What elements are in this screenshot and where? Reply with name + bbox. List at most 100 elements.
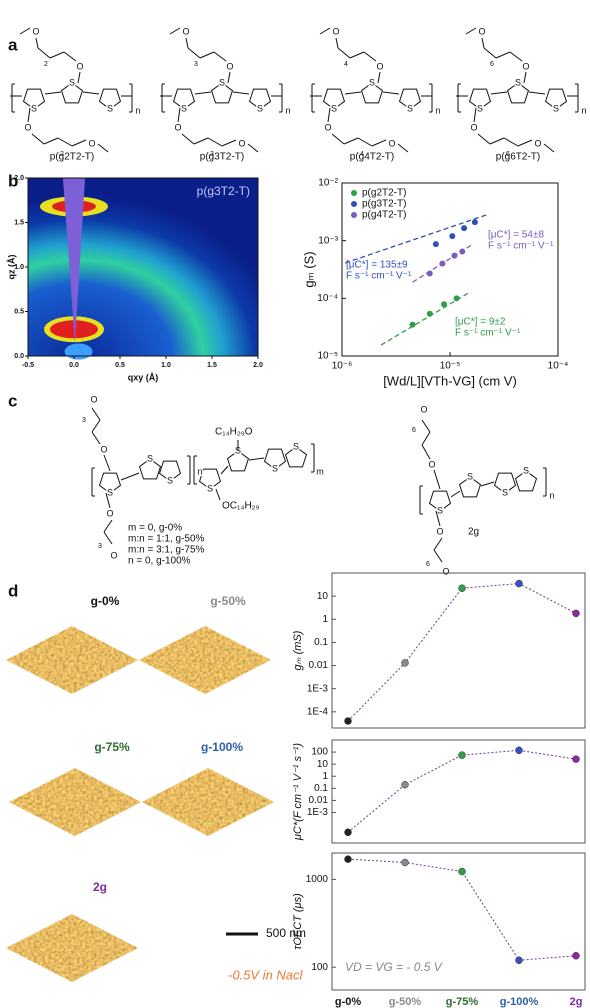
bond: [358, 138, 372, 146]
y-tick-label: 10: [317, 591, 329, 602]
y-axis-label: gₘ (S): [301, 251, 316, 287]
data-point: [427, 311, 433, 317]
y-tick-label: 0.01: [309, 795, 329, 806]
bond: [344, 138, 358, 144]
data-point: [516, 957, 523, 964]
atom-label: S: [331, 103, 337, 113]
bond: [490, 138, 504, 144]
bond: [484, 48, 496, 58]
atom-label: S: [219, 77, 225, 87]
bond: [78, 72, 80, 83]
atom-label: S: [69, 77, 75, 87]
afm-label: g-75%: [94, 740, 130, 754]
y-tick-label: 1E-3: [307, 683, 329, 694]
bond: [482, 38, 484, 48]
bond: [338, 48, 350, 58]
x-tick-label: -0.5: [22, 362, 34, 369]
x-tick-label: 2g: [570, 996, 583, 1008]
y-tick-label: 10⁻⁵: [317, 351, 338, 362]
afm-surface: [139, 626, 271, 694]
atom-label: S: [407, 103, 413, 113]
data-point: [402, 781, 409, 788]
atom-label: O: [90, 394, 97, 404]
x-tick-label: 0.0: [69, 362, 79, 369]
bond: [422, 420, 430, 432]
afm-surface: [9, 768, 141, 836]
data-point: [472, 219, 478, 225]
y-tick-label: 0.0: [14, 353, 24, 360]
bond: [44, 138, 58, 144]
atom-label: O: [388, 138, 395, 148]
data-point: [573, 610, 580, 617]
data-point: [459, 248, 465, 254]
data-point: [459, 868, 466, 875]
y-tick-label: 10⁻²: [318, 178, 338, 189]
atom-label: O: [534, 138, 541, 148]
atom-label: O: [420, 404, 427, 414]
side-chain: OC₁₄H₂₉: [222, 501, 260, 512]
bond: [182, 134, 194, 144]
atom-label: n: [285, 105, 290, 115]
data-point: [459, 585, 466, 592]
trend-line: [348, 584, 576, 721]
polymer-name: p(g4T2-T): [350, 152, 394, 163]
bond: [92, 432, 100, 444]
x-tick-label: g-100%: [500, 996, 539, 1008]
y-tick-label: 10⁻³: [318, 235, 338, 246]
annotation: F s⁻¹ cm⁻¹ V⁻¹: [455, 328, 521, 339]
bond: [208, 138, 222, 146]
bond: [64, 52, 76, 61]
side-chain: C₁₄H₂₉O: [215, 427, 253, 438]
atom-label: S: [437, 505, 443, 515]
data-point: [402, 659, 409, 666]
atom-label: S: [207, 483, 213, 493]
annotation: F s⁻¹ cm⁻¹ V⁻¹: [346, 271, 412, 282]
bond: [496, 52, 510, 58]
atom-label: O: [24, 122, 31, 132]
bond: [104, 455, 110, 471]
afm-surface: [142, 768, 274, 836]
bond: [249, 458, 264, 460]
data-point: [516, 580, 523, 587]
bond: [491, 92, 507, 94]
bond: [178, 108, 180, 122]
atom-label: O: [428, 459, 435, 469]
x-tick-label: 10⁻⁴: [548, 361, 569, 372]
data-point: [454, 295, 460, 301]
atom-label: S: [107, 103, 113, 113]
composition: m = 0, g-0%: [128, 523, 182, 534]
bond: [466, 28, 476, 34]
bond: [422, 445, 430, 459]
bond: [28, 108, 30, 122]
annotation: [μC*] = 9±2: [455, 317, 506, 328]
atom-label: S: [257, 103, 263, 113]
legend-label: p(g3T2-T): [362, 199, 406, 210]
afm-label: g-0%: [91, 594, 120, 608]
atom-label: O: [100, 444, 107, 454]
data-point: [441, 301, 447, 307]
y-tick-label: 0.1: [314, 637, 328, 648]
atom-label: S: [515, 77, 521, 87]
bond: [194, 138, 208, 144]
atom-label: 6: [490, 61, 494, 68]
bond: [451, 491, 460, 497]
atom-label: O: [478, 26, 485, 36]
bond: [83, 92, 99, 94]
data-point: [451, 253, 457, 259]
composition: n = 0, g-100%: [128, 556, 191, 567]
plot-frame: [332, 573, 585, 728]
atom-label: S: [523, 465, 529, 475]
atom-label: n: [435, 105, 440, 115]
data-point: [410, 322, 416, 328]
bond: [216, 489, 220, 500]
bond: [186, 38, 188, 48]
bond: [510, 52, 522, 61]
composition: m:n = 1:1, g-50%: [128, 534, 205, 545]
data-point: [439, 261, 445, 267]
atom-label: O: [324, 122, 331, 132]
atom-label: S: [181, 103, 187, 113]
x-tick-label: 1.5: [207, 362, 217, 369]
x-tick-label: g-0%: [335, 996, 362, 1008]
afm-surface: [6, 626, 138, 694]
x-tick-label: g-50%: [389, 996, 422, 1008]
